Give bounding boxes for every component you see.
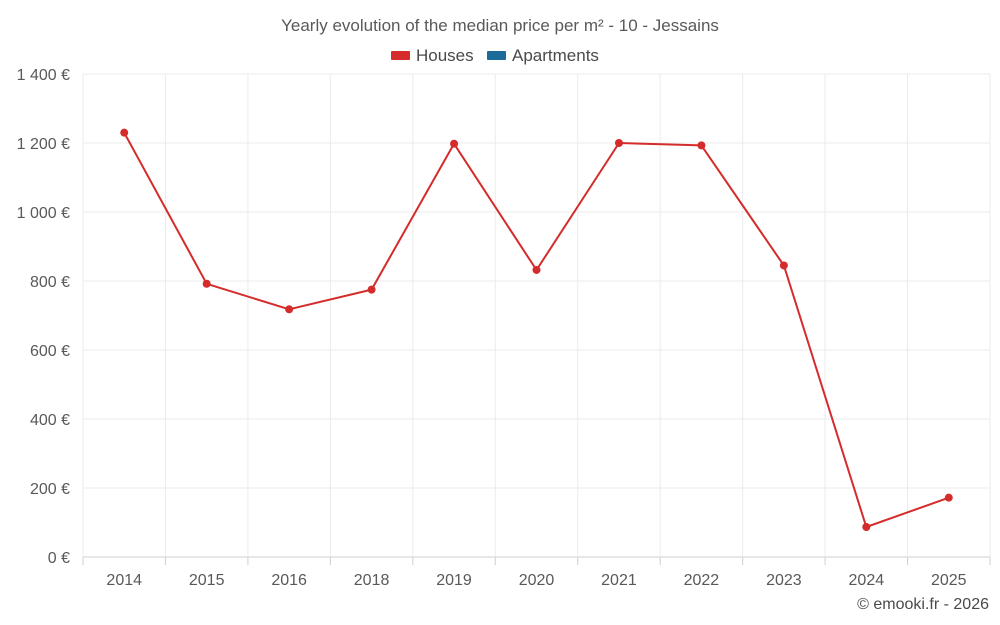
- y-tick-label: 1 000 €: [17, 205, 70, 222]
- data-point-houses-2022[interactable]: [697, 141, 706, 150]
- x-tick-label: 2020: [519, 572, 555, 589]
- legend: Houses Apartments: [391, 46, 599, 65]
- x-tick-label: 2015: [189, 572, 225, 589]
- y-tick-label: 200 €: [30, 481, 70, 498]
- grid: [82, 73, 991, 558]
- legend-swatch-houses[interactable]: [391, 51, 410, 60]
- y-tick-label: 1 200 €: [17, 136, 70, 153]
- y-tick-label: 1 400 €: [17, 67, 70, 84]
- chart-title: Yearly evolution of the median price per…: [281, 16, 719, 35]
- data-point-houses-2021[interactable]: [614, 139, 623, 147]
- x-tick-label: 2014: [106, 572, 142, 589]
- data-point-houses-2023[interactable]: [779, 261, 788, 270]
- y-tick-label: 800 €: [30, 274, 70, 291]
- y-tick-label: 0 €: [48, 550, 70, 567]
- y-tick-label: 400 €: [30, 412, 70, 429]
- x-tick-label: 2021: [601, 572, 637, 589]
- x-axis: 2014 2015 2016 2018 2019 2020 2021 2022 2023 2024…: [82, 557, 991, 589]
- data-point-houses-2018[interactable]: [367, 285, 376, 294]
- y-tick-label: 600 €: [30, 343, 70, 360]
- y-axis: 0 € 200 € 400 € 600 € 800 € 1 000 € 1 200 € 1 4…: [17, 67, 70, 567]
- x-tick-label: 2019: [436, 572, 472, 589]
- data-point-houses-2020[interactable]: [532, 265, 541, 274]
- legend-swatch-apartments[interactable]: [487, 51, 506, 60]
- x-tick-label: 2024: [849, 572, 885, 589]
- credit-text: © emooki.fr - 2026: [857, 596, 989, 613]
- data-point-houses-2015[interactable]: [202, 279, 211, 288]
- data-point-houses-2024[interactable]: [862, 522, 871, 531]
- x-tick-label: 2018: [354, 572, 390, 589]
- x-tick-label: 2016: [271, 572, 307, 589]
- legend-label-houses[interactable]: Houses: [416, 46, 474, 65]
- x-tick-label: 2025: [931, 572, 967, 589]
- x-tick-label: 2022: [684, 572, 720, 589]
- data-point-houses-2014[interactable]: [120, 128, 129, 137]
- legend-label-apartments[interactable]: Apartments: [512, 46, 599, 65]
- x-tick-label: 2023: [766, 572, 802, 589]
- series-group: [120, 128, 953, 531]
- data-point-houses-2025[interactable]: [944, 493, 953, 502]
- data-point-houses-2019[interactable]: [450, 139, 459, 148]
- data-point-houses-2016[interactable]: [285, 305, 294, 314]
